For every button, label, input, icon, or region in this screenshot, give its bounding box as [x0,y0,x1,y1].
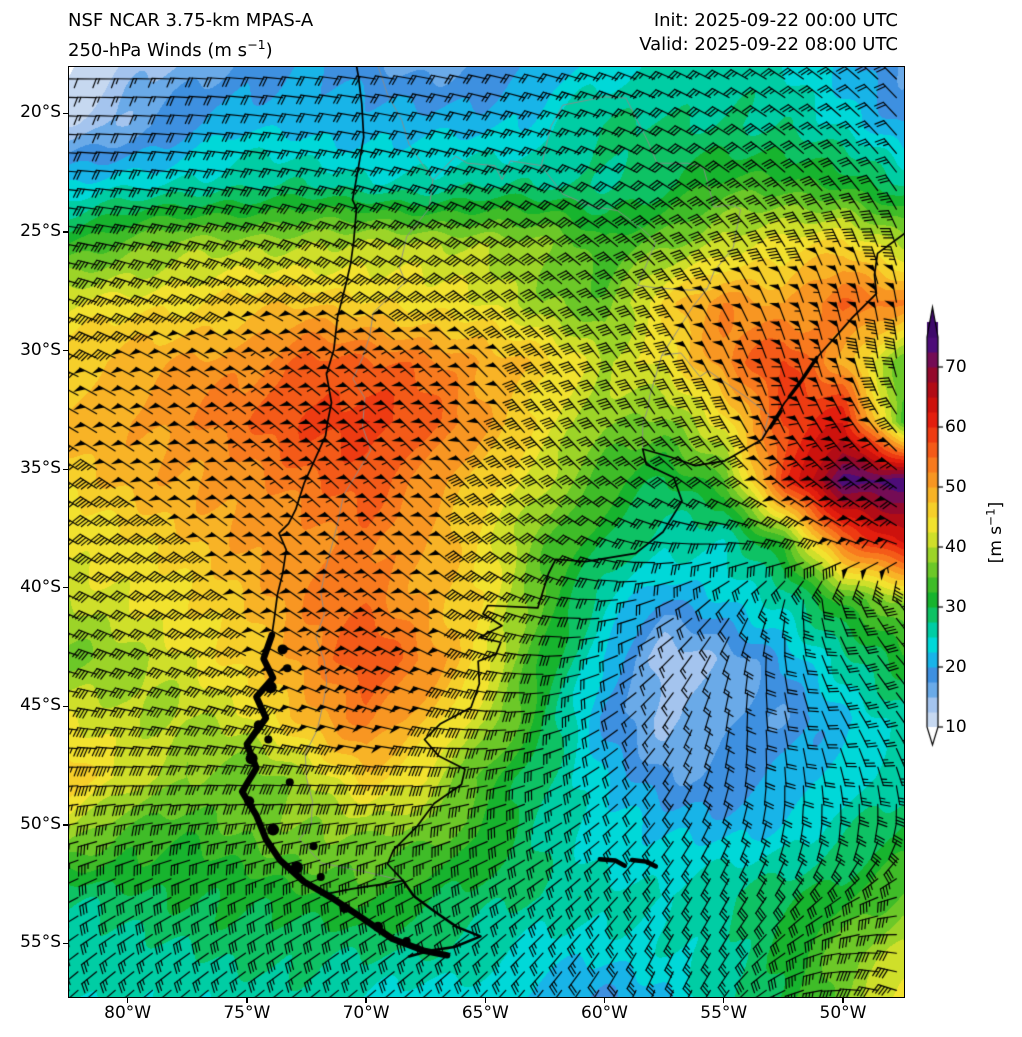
colorbar-canvas [920,299,990,769]
x-tick-label: 80°W [104,1003,152,1023]
x-tick-label: 65°W [461,1003,509,1023]
colorbar-tick-label: 60 [945,417,967,437]
colorbar-tick-label: 40 [945,537,967,557]
valid-time-label: Valid: 2025-09-22 08:00 UTC [639,34,898,55]
superscript: −1 [247,37,266,52]
y-tick-label: 35°S [20,458,61,479]
y-tick-mark [63,112,68,115]
x-tick-label: 50°W [819,1003,867,1023]
init-time-label: Init: 2025-09-22 00:00 UTC [653,10,898,31]
x-tick-label: 75°W [223,1003,271,1023]
colorbar [920,299,1020,769]
wind-field-canvas [68,66,905,998]
y-tick-label: 20°S [20,102,61,123]
y-tick-mark [63,824,68,826]
x-tick-mark [484,998,486,1003]
y-tick-mark [63,587,68,589]
x-tick-mark [603,998,606,1003]
plot-title: NSF NCAR 3.75-km MPAS-A 250-hPa Winds (m… [68,9,313,63]
x-tick-mark [842,998,844,1003]
y-tick-label: 25°S [20,221,61,241]
y-tick-mark [63,468,68,470]
x-tick-mark [723,998,725,1003]
x-tick-label: 70°W [342,1003,390,1023]
colorbar-axis-label: [m s−1] [983,501,1007,564]
colorbar-tick-label: 70 [945,357,967,377]
colorbar-tick-label: 20 [945,657,967,677]
plot-title-line1: NSF NCAR 3.75-km MPAS-A [68,10,314,31]
x-tick-label: 55°W [700,1003,748,1023]
colorbar-tick-label: 30 [945,597,967,617]
x-tick-mark [365,998,367,1003]
y-tick-label: 50°S [20,813,61,834]
superscript: −1 [983,508,998,526]
y-tick-label: 55°S [20,932,61,953]
x-tick-label: 60°W [581,1003,629,1023]
time-info: Init: 2025-09-22 00:00 UTC Valid: 2025-0… [500,9,898,57]
y-tick-mark [63,349,68,352]
y-tick-mark [63,705,68,707]
x-tick-mark [246,998,248,1003]
map-plot-area [68,66,905,998]
y-tick-mark [63,942,68,945]
x-tick-mark [127,998,129,1003]
colorbar-tick-label: 10 [945,717,967,737]
y-tick-mark [63,231,68,233]
plot-title-line2: 250-hPa Winds (m s−1) [68,37,273,61]
colorbar-tick-label: 50 [945,477,967,497]
y-tick-label: 30°S [20,339,61,360]
y-tick-label: 40°S [20,576,61,597]
y-tick-label: 45°S [20,695,61,716]
